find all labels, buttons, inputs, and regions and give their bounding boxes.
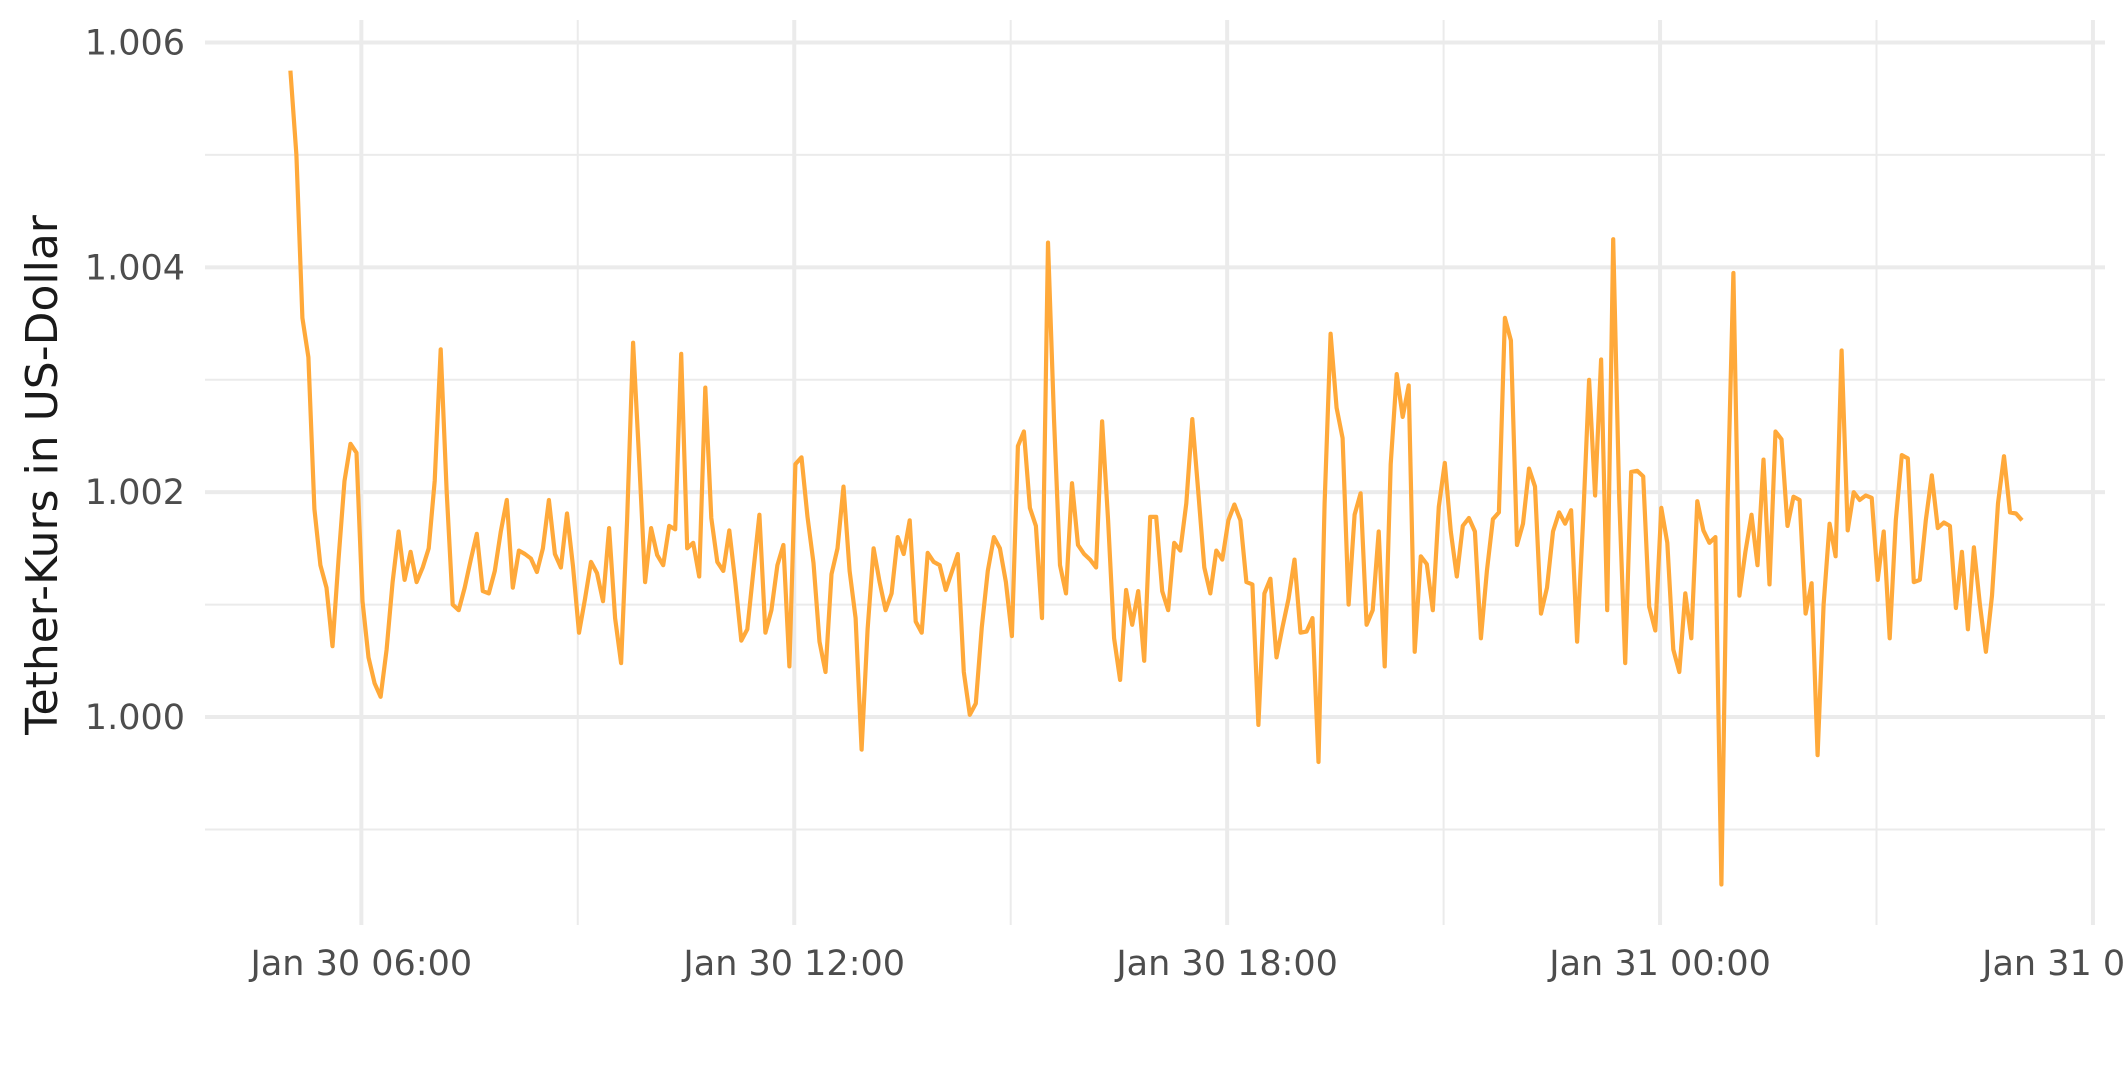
y-tick-label: 1.002 bbox=[85, 473, 185, 513]
y-tick-labels: 1.000 1.002 1.004 1.006 bbox=[85, 23, 185, 738]
x-tick-label: Jan 30 06:00 bbox=[249, 944, 473, 984]
x-tick-label: Jan 31 06:00 bbox=[1980, 944, 2125, 984]
y-axis-title: Tether-Kurs in US-Dollar bbox=[17, 214, 68, 736]
x-tick-labels: Jan 30 06:00 Jan 30 12:00 Jan 30 18:00 Jan … bbox=[249, 944, 2125, 984]
x-tick-label: Jan 30 12:00 bbox=[681, 944, 905, 984]
series-line bbox=[288, 70, 2024, 887]
y-tick-label: 1.004 bbox=[85, 248, 185, 288]
x-tick-label: Jan 31 00:00 bbox=[1547, 944, 1771, 984]
minor-gridlines bbox=[205, 20, 2105, 925]
y-tick-label: 1.006 bbox=[85, 23, 185, 63]
x-tick-label: Jan 30 18:00 bbox=[1114, 944, 1338, 984]
series-layer bbox=[288, 70, 2024, 887]
y-tick-label: 1.000 bbox=[85, 698, 185, 738]
